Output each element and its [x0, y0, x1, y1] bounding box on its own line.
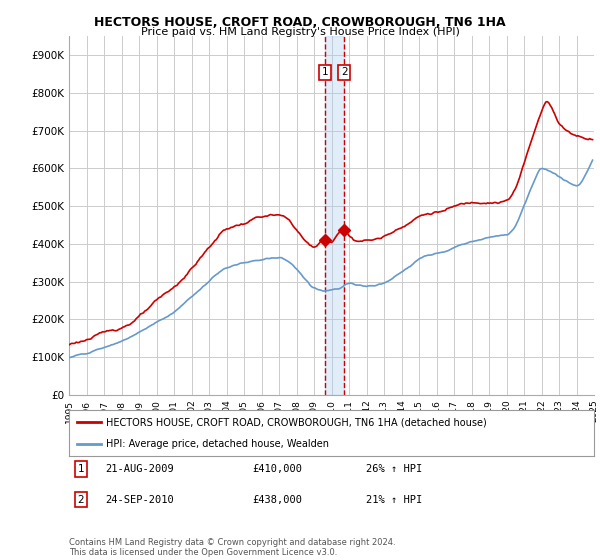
Text: 1: 1 [77, 464, 85, 474]
Text: 21-AUG-2009: 21-AUG-2009 [105, 464, 174, 474]
Text: 1: 1 [322, 67, 329, 77]
Text: 24-SEP-2010: 24-SEP-2010 [105, 494, 174, 505]
Text: Contains HM Land Registry data © Crown copyright and database right 2024.
This d: Contains HM Land Registry data © Crown c… [69, 538, 395, 557]
Text: HPI: Average price, detached house, Wealden: HPI: Average price, detached house, Weal… [106, 438, 329, 449]
Text: HECTORS HOUSE, CROFT ROAD, CROWBOROUGH, TN6 1HA: HECTORS HOUSE, CROFT ROAD, CROWBOROUGH, … [94, 16, 506, 29]
Text: 26% ↑ HPI: 26% ↑ HPI [366, 464, 422, 474]
Text: 2: 2 [77, 494, 85, 505]
Text: 2: 2 [341, 67, 347, 77]
Text: £438,000: £438,000 [252, 494, 302, 505]
Text: 21% ↑ HPI: 21% ↑ HPI [366, 494, 422, 505]
Text: Price paid vs. HM Land Registry's House Price Index (HPI): Price paid vs. HM Land Registry's House … [140, 27, 460, 37]
Text: HECTORS HOUSE, CROFT ROAD, CROWBOROUGH, TN6 1HA (detached house): HECTORS HOUSE, CROFT ROAD, CROWBOROUGH, … [106, 417, 487, 427]
Bar [325, 36, 344, 395]
Text: £410,000: £410,000 [252, 464, 302, 474]
